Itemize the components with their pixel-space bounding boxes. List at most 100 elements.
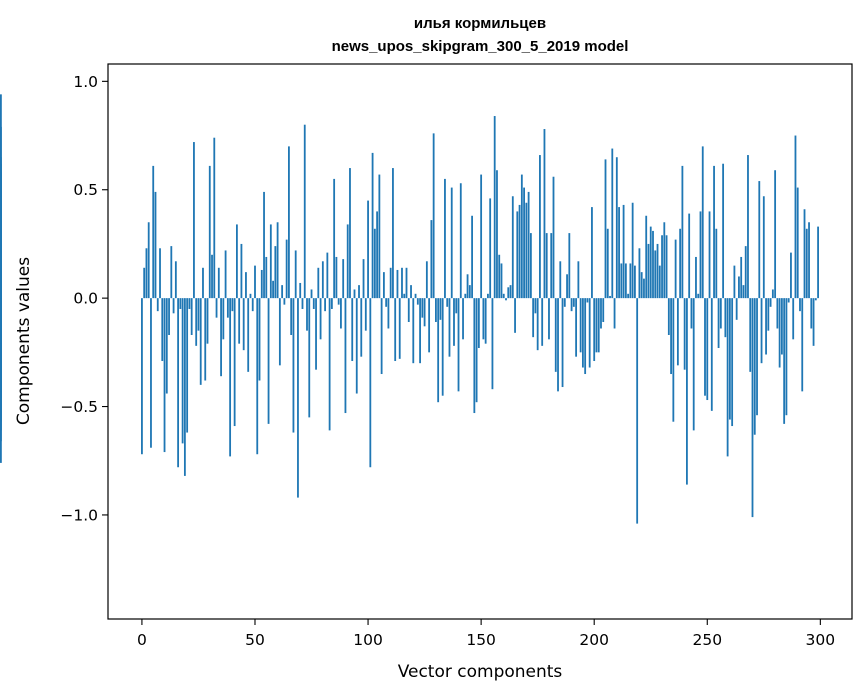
bar xyxy=(568,233,571,299)
bar xyxy=(215,298,218,318)
bar xyxy=(346,224,349,299)
bar xyxy=(258,298,261,381)
bar xyxy=(543,129,546,299)
bar xyxy=(335,256,338,299)
bar xyxy=(211,254,213,299)
bar xyxy=(595,298,598,353)
bar xyxy=(355,298,358,394)
bar xyxy=(459,183,462,299)
bar xyxy=(389,267,392,299)
bar xyxy=(695,256,697,299)
bar xyxy=(683,298,686,370)
bar xyxy=(505,298,507,301)
bar xyxy=(183,298,186,476)
bar xyxy=(609,295,611,299)
bar xyxy=(767,298,770,331)
bar xyxy=(401,267,403,299)
bar xyxy=(491,298,494,390)
bar xyxy=(753,298,756,435)
bar xyxy=(699,211,702,299)
bar xyxy=(482,298,485,340)
bar xyxy=(692,298,695,431)
bar xyxy=(656,243,659,299)
bar xyxy=(159,248,161,299)
bar xyxy=(803,209,806,299)
bar xyxy=(181,298,184,444)
bar xyxy=(799,298,801,312)
bar xyxy=(758,181,761,299)
bar xyxy=(704,298,706,396)
bar xyxy=(464,293,467,299)
bar xyxy=(152,165,155,299)
bar xyxy=(536,298,539,351)
bar xyxy=(421,298,424,318)
bar xyxy=(676,298,679,366)
bar xyxy=(222,298,225,340)
bar xyxy=(640,272,643,299)
bar xyxy=(435,298,437,322)
bar xyxy=(532,298,535,338)
bar xyxy=(226,298,229,318)
bar xyxy=(303,124,306,299)
bar xyxy=(0,298,2,392)
bar xyxy=(738,276,740,299)
bar xyxy=(794,135,797,299)
bar xyxy=(500,263,503,299)
x-tick-label: 50 xyxy=(245,631,265,649)
bar xyxy=(328,298,331,431)
bar xyxy=(593,298,596,362)
bar xyxy=(618,207,620,299)
bar xyxy=(380,298,383,375)
bar xyxy=(179,298,182,309)
bar xyxy=(353,289,356,299)
bar xyxy=(586,298,589,303)
bar xyxy=(238,298,241,344)
bar xyxy=(419,298,421,364)
x-axis-label: Vector components xyxy=(398,662,563,682)
bar xyxy=(638,248,641,299)
bar xyxy=(278,298,281,366)
bar xyxy=(254,265,256,299)
bar xyxy=(749,298,752,372)
bar xyxy=(697,293,700,299)
bar xyxy=(403,293,406,299)
bar xyxy=(319,298,322,340)
bar xyxy=(247,298,250,372)
bar xyxy=(285,239,288,299)
bar xyxy=(274,246,277,299)
bar xyxy=(165,298,168,394)
bar xyxy=(462,298,464,340)
bar xyxy=(195,298,198,346)
bar xyxy=(742,285,745,299)
bar xyxy=(321,261,324,299)
bar xyxy=(570,298,573,312)
bar xyxy=(202,267,204,299)
bar xyxy=(717,298,720,348)
bar xyxy=(631,202,634,299)
bar xyxy=(398,298,401,359)
bar xyxy=(369,298,372,468)
bar xyxy=(760,298,763,364)
bar xyxy=(245,272,247,299)
bar xyxy=(762,196,765,299)
bar xyxy=(688,213,691,299)
bar xyxy=(566,274,568,299)
bar xyxy=(414,293,417,299)
x-tick-label: 100 xyxy=(353,631,383,649)
bar xyxy=(455,298,458,314)
bar xyxy=(722,163,725,299)
bar xyxy=(428,298,431,353)
bar xyxy=(796,187,799,299)
bar xyxy=(147,222,150,299)
bar xyxy=(387,298,390,329)
bar xyxy=(674,239,677,299)
bar xyxy=(220,298,222,377)
bar xyxy=(792,298,795,340)
bar xyxy=(229,298,232,457)
bar xyxy=(541,298,544,346)
bar xyxy=(378,174,381,299)
chart-subtitle: news_upos_skipgram_300_5_2019 model xyxy=(332,38,629,55)
bar xyxy=(690,298,693,329)
bar xyxy=(310,289,313,299)
